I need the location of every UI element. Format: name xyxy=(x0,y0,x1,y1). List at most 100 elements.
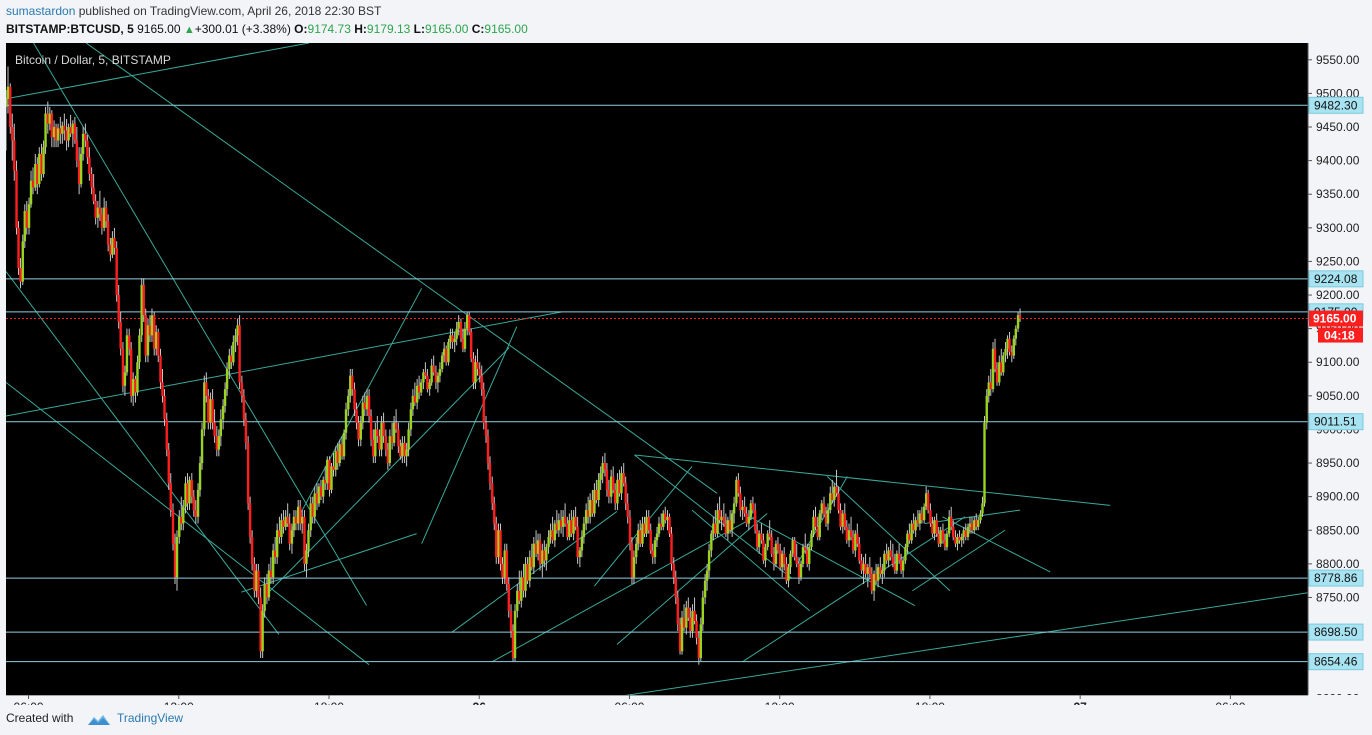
candle xyxy=(945,530,949,551)
candle xyxy=(261,604,264,658)
author-link[interactable]: sumastardon xyxy=(6,4,76,18)
candle xyxy=(353,382,356,417)
candle xyxy=(557,513,561,537)
candle xyxy=(601,456,604,484)
symbol-info: BITSTAMP:BTCUSD, 5 9165.00 ▲+300.01 (+3.… xyxy=(6,22,528,36)
candle xyxy=(998,355,1001,386)
candle xyxy=(975,513,978,531)
candle xyxy=(920,506,924,524)
candle xyxy=(113,227,116,255)
candle xyxy=(303,510,306,571)
candle xyxy=(887,547,890,568)
candle xyxy=(660,513,663,531)
candle xyxy=(413,382,417,406)
candle xyxy=(493,496,496,531)
candle xyxy=(144,308,147,363)
candle xyxy=(397,422,400,453)
trendline[interactable] xyxy=(421,326,518,544)
candle xyxy=(501,557,504,585)
candle xyxy=(288,513,291,551)
tradingview-cloud-icon[interactable] xyxy=(86,712,112,726)
candle xyxy=(843,503,846,531)
trendline[interactable] xyxy=(6,271,280,635)
trendline[interactable] xyxy=(268,347,510,593)
candle xyxy=(142,278,145,322)
candle xyxy=(739,486,742,517)
candle xyxy=(789,550,792,574)
candle xyxy=(701,590,705,632)
candle xyxy=(340,436,344,460)
svg-text:04:18: 04:18 xyxy=(1324,329,1355,343)
trendline[interactable] xyxy=(912,529,1006,592)
candle xyxy=(722,503,726,527)
candle xyxy=(687,597,690,621)
candle xyxy=(50,110,54,148)
price-tick-label: 9050.00 xyxy=(1316,389,1360,403)
chart-title: Bitcoin / Dollar, 5, BITSTAMP xyxy=(15,53,171,67)
candle xyxy=(11,113,14,161)
trendline[interactable] xyxy=(561,592,1308,705)
trendline[interactable] xyxy=(691,509,811,612)
candle xyxy=(977,516,980,531)
candle xyxy=(165,412,168,457)
candle xyxy=(315,483,319,511)
candle xyxy=(1014,325,1018,346)
candle xyxy=(209,392,212,430)
trendline[interactable] xyxy=(85,43,718,494)
candle xyxy=(236,318,239,346)
candle xyxy=(478,362,481,383)
trendline[interactable] xyxy=(634,454,1111,506)
candle xyxy=(451,328,454,349)
candle xyxy=(678,617,682,655)
candle xyxy=(801,543,805,568)
tradingview-link[interactable]: TradingView xyxy=(117,711,184,725)
price-axis[interactable] xyxy=(1308,43,1366,705)
trendline[interactable] xyxy=(826,476,951,592)
candle xyxy=(225,362,229,396)
trendline[interactable] xyxy=(6,382,370,666)
candle xyxy=(330,463,333,494)
candle xyxy=(267,563,271,601)
candle xyxy=(244,412,248,450)
candle xyxy=(488,456,492,490)
trendline[interactable] xyxy=(924,509,1021,525)
candle xyxy=(336,442,339,470)
candle xyxy=(960,533,963,548)
candle xyxy=(117,284,120,329)
trendline[interactable] xyxy=(6,43,310,100)
candle xyxy=(741,500,744,521)
candle xyxy=(591,489,594,517)
chart-area[interactable]: Bitcoin / Dollar, 5, BITSTAMP 8600.00865… xyxy=(4,43,1366,717)
trendline[interactable] xyxy=(942,516,1051,573)
candle xyxy=(90,167,93,195)
candle xyxy=(513,604,517,662)
candle xyxy=(611,466,615,494)
candlestick-chart[interactable]: Bitcoin / Dollar, 5, BITSTAMP 8600.00865… xyxy=(4,43,1366,705)
candle xyxy=(674,570,677,605)
candle xyxy=(54,123,58,148)
candle xyxy=(605,463,609,497)
candle xyxy=(561,510,565,537)
candle xyxy=(476,348,479,376)
candle xyxy=(753,503,757,534)
candle xyxy=(419,379,423,396)
candle xyxy=(910,520,913,544)
candle xyxy=(973,516,976,534)
trendline[interactable] xyxy=(741,516,966,663)
open-label: O: xyxy=(294,22,308,36)
candle xyxy=(192,489,195,517)
candle xyxy=(79,147,83,188)
candle xyxy=(532,536,536,574)
candle xyxy=(624,476,627,511)
candle xyxy=(100,207,104,235)
trendline[interactable] xyxy=(451,511,618,633)
candle xyxy=(866,563,870,588)
trendline[interactable] xyxy=(616,513,768,645)
trendline[interactable] xyxy=(749,516,916,606)
candle xyxy=(215,426,219,457)
candle xyxy=(221,399,225,430)
candle xyxy=(826,503,830,531)
candle xyxy=(382,412,385,443)
candle xyxy=(286,503,289,527)
candle xyxy=(647,510,650,534)
